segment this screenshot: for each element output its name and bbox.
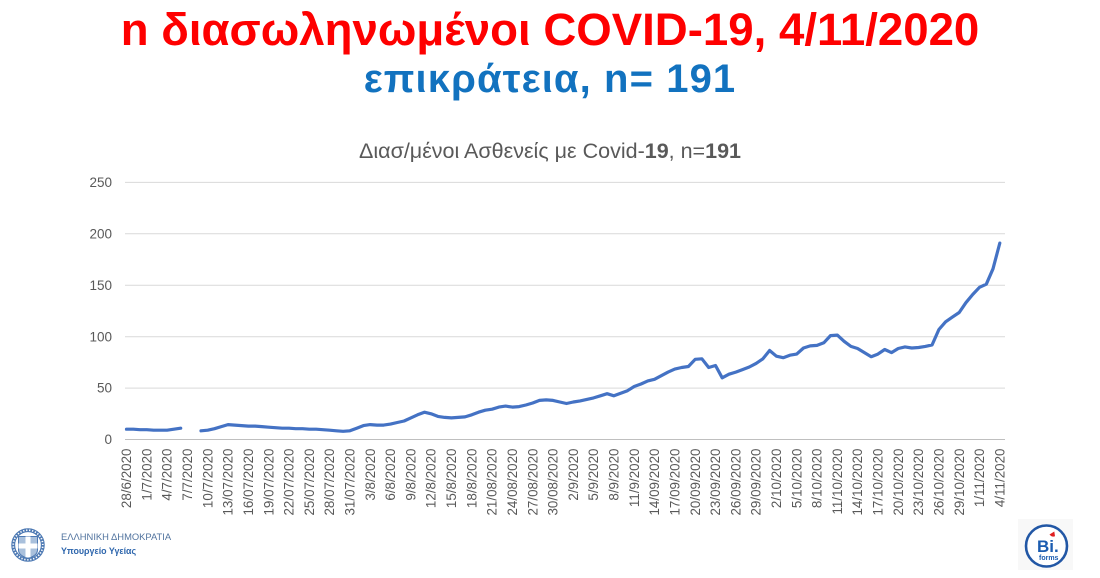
svg-text:Διασ/μένοι Ασθενείς με Covid-1: Διασ/μένοι Ασθενείς με Covid-19, n=191 — [359, 139, 741, 163]
svg-text:14/09/2020: 14/09/2020 — [647, 449, 662, 516]
svg-text:24/08/2020: 24/08/2020 — [505, 449, 520, 516]
svg-text:29/09/2020: 29/09/2020 — [749, 449, 764, 516]
svg-text:17/09/2020: 17/09/2020 — [667, 449, 682, 516]
svg-text:31/07/2020: 31/07/2020 — [343, 449, 358, 516]
svg-text:7/7/2020: 7/7/2020 — [180, 449, 195, 501]
svg-text:150: 150 — [89, 278, 112, 293]
svg-text:4/11/2020: 4/11/2020 — [992, 449, 1007, 508]
svg-text:23/10/2020: 23/10/2020 — [911, 449, 926, 516]
svg-text:12/8/2020: 12/8/2020 — [424, 449, 439, 509]
svg-text:3/8/2020: 3/8/2020 — [363, 449, 378, 501]
svg-text:6/8/2020: 6/8/2020 — [383, 449, 398, 501]
svg-text:0: 0 — [104, 432, 112, 447]
svg-text:28/07/2020: 28/07/2020 — [322, 449, 337, 516]
svg-text:23/09/2020: 23/09/2020 — [708, 449, 723, 516]
svg-text:28/6/2020: 28/6/2020 — [119, 449, 134, 509]
svg-text:11/9/2020: 11/9/2020 — [627, 449, 642, 508]
svg-text:1/7/2020: 1/7/2020 — [139, 449, 154, 501]
svg-text:10/7/2020: 10/7/2020 — [200, 449, 215, 509]
svg-text:2/9/2020: 2/9/2020 — [566, 449, 581, 501]
svg-text:17/10/2020: 17/10/2020 — [871, 449, 886, 516]
svg-text:100: 100 — [89, 329, 112, 344]
svg-text:26/09/2020: 26/09/2020 — [728, 449, 743, 516]
svg-text:13/07/2020: 13/07/2020 — [221, 449, 236, 516]
svg-text:20/10/2020: 20/10/2020 — [891, 449, 906, 516]
svg-text:29/10/2020: 29/10/2020 — [952, 449, 967, 516]
svg-text:15/8/2020: 15/8/2020 — [444, 449, 459, 509]
svg-text:27/08/2020: 27/08/2020 — [525, 449, 540, 516]
svg-text:19/07/2020: 19/07/2020 — [261, 449, 276, 516]
svg-text:forms: forms — [1039, 555, 1059, 562]
svg-text:20/09/2020: 20/09/2020 — [688, 449, 703, 516]
svg-text:5/10/2020: 5/10/2020 — [789, 449, 804, 509]
svg-text:2/10/2020: 2/10/2020 — [769, 449, 784, 509]
svg-text:18/8/2020: 18/8/2020 — [464, 449, 479, 509]
svg-text:25/07/2020: 25/07/2020 — [302, 449, 317, 516]
svg-text:22/07/2020: 22/07/2020 — [282, 449, 297, 516]
svg-text:250: 250 — [89, 175, 112, 190]
svg-text:26/10/2020: 26/10/2020 — [932, 449, 947, 516]
svg-text:200: 200 — [89, 226, 112, 241]
svg-text:30/08/2020: 30/08/2020 — [546, 449, 561, 516]
svg-text:1/11/2020: 1/11/2020 — [972, 449, 987, 508]
svg-text:8/9/2020: 8/9/2020 — [607, 449, 622, 501]
svg-text:8/10/2020: 8/10/2020 — [810, 449, 825, 509]
svg-text:5/9/2020: 5/9/2020 — [586, 449, 601, 501]
svg-text:16/07/2020: 16/07/2020 — [241, 449, 256, 516]
svg-text:50: 50 — [97, 381, 112, 396]
svg-text:21/08/2020: 21/08/2020 — [485, 449, 500, 516]
svg-text:Bi.: Bi. — [1037, 537, 1059, 556]
svg-text:11/10/2020: 11/10/2020 — [830, 449, 845, 515]
svg-text:9/8/2020: 9/8/2020 — [403, 449, 418, 501]
svg-text:4/7/2020: 4/7/2020 — [160, 449, 175, 501]
svg-text:14/10/2020: 14/10/2020 — [850, 449, 865, 516]
